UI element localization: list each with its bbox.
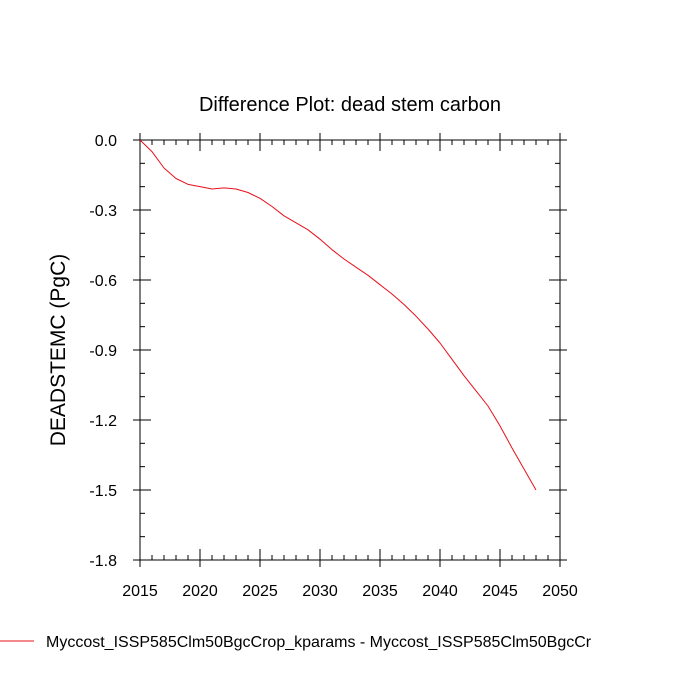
- y-tick-label: -0.6: [89, 273, 117, 290]
- legend-label: Myccost_ISSP585Clm50BgcCrop_kparams - My…: [46, 634, 592, 651]
- y-tick-label: -1.2: [89, 413, 117, 430]
- x-tick-label: 2045: [482, 583, 518, 600]
- chart-title: Difference Plot: dead stem carbon: [199, 94, 501, 116]
- y-tick-label: 0.0: [95, 133, 117, 150]
- y-tick-label: -1.5: [89, 483, 117, 500]
- series-line-0: [139, 139, 537, 491]
- axis-ticks: [133, 133, 567, 567]
- x-tick-label: 2030: [302, 583, 338, 600]
- y-tick-labels: 0.0 -0.3 -0.6 -0.9 -1.2 -1.5 -1.8: [89, 133, 117, 570]
- x-tick-label: 2025: [242, 583, 278, 600]
- plot-frame: [139, 139, 561, 561]
- x-tick-labels: 2015 2020 2025 2030 2035 2040 2045 2050: [122, 583, 578, 600]
- y-axis-label: DEADSTEMC (PgC): [47, 254, 70, 447]
- y-tick-label: -0.3: [89, 203, 117, 220]
- x-tick-label: 2035: [362, 583, 398, 600]
- x-tick-label: 2020: [182, 583, 218, 600]
- y-tick-label: -0.9: [89, 343, 117, 360]
- x-tick-label: 2015: [122, 583, 158, 600]
- x-tick-label: 2040: [422, 583, 458, 600]
- series-group: [139, 139, 537, 491]
- y-tick-label: -1.8: [89, 553, 117, 570]
- legend: Myccost_ISSP585Clm50BgcCrop_kparams - My…: [0, 634, 592, 651]
- x-tick-label: 2050: [542, 583, 578, 600]
